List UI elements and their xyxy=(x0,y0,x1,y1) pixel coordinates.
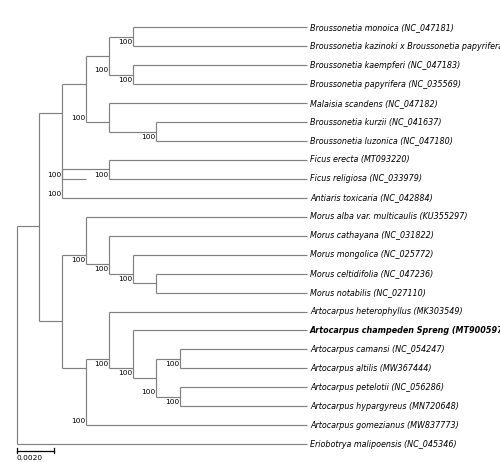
Text: 100: 100 xyxy=(165,361,179,367)
Text: Morus mongolica (NC_025772): Morus mongolica (NC_025772) xyxy=(310,250,434,259)
Text: 100: 100 xyxy=(47,171,62,177)
Text: 100: 100 xyxy=(94,266,108,272)
Text: Ficus religiosa (NC_033979): Ficus religiosa (NC_033979) xyxy=(310,174,422,183)
Text: 100: 100 xyxy=(70,115,85,121)
Text: Morus cathayana (NC_031822): Morus cathayana (NC_031822) xyxy=(310,231,434,240)
Text: Artocarpus petelotii (NC_056286): Artocarpus petelotii (NC_056286) xyxy=(310,383,444,392)
Text: Ficus erecta (MT093220): Ficus erecta (MT093220) xyxy=(310,155,410,164)
Text: 0.0020: 0.0020 xyxy=(17,456,43,462)
Text: 100: 100 xyxy=(142,134,156,140)
Text: 100: 100 xyxy=(70,257,85,263)
Text: Broussonetia kaempferi (NC_047183): Broussonetia kaempferi (NC_047183) xyxy=(310,61,460,70)
Text: Broussonetia kazinoki x Broussonetia papyrifera (NC_037021): Broussonetia kazinoki x Broussonetia pap… xyxy=(310,42,500,51)
Text: Antiaris toxicaria (NC_042884): Antiaris toxicaria (NC_042884) xyxy=(310,194,432,202)
Text: 100: 100 xyxy=(118,39,132,45)
Text: 100: 100 xyxy=(47,190,62,196)
Text: 100: 100 xyxy=(94,171,108,177)
Text: Morus alba var. multicaulis (KU355297): Morus alba var. multicaulis (KU355297) xyxy=(310,213,468,221)
Text: 100: 100 xyxy=(94,67,108,73)
Text: 100: 100 xyxy=(94,361,108,367)
Text: Artocarpus altilis (MW367444): Artocarpus altilis (MW367444) xyxy=(310,364,432,373)
Text: Broussonetia monoica (NC_047181): Broussonetia monoica (NC_047181) xyxy=(310,23,454,32)
Text: 100: 100 xyxy=(118,77,132,83)
Text: Morus celtidifolia (NC_047236): Morus celtidifolia (NC_047236) xyxy=(310,269,433,278)
Text: 100: 100 xyxy=(118,371,132,377)
Text: 100: 100 xyxy=(118,276,132,282)
Text: Artocarpus camansi (NC_054247): Artocarpus camansi (NC_054247) xyxy=(310,345,444,354)
Text: Artocarpus heterophyllus (MK303549): Artocarpus heterophyllus (MK303549) xyxy=(310,307,462,316)
Text: Broussonetia luzonica (NC_047180): Broussonetia luzonica (NC_047180) xyxy=(310,136,453,146)
Text: 100: 100 xyxy=(142,389,156,395)
Text: Artocarpus hypargyreus (MN720648): Artocarpus hypargyreus (MN720648) xyxy=(310,402,459,411)
Text: 100: 100 xyxy=(165,399,179,405)
Text: Malaisia scandens (NC_047182): Malaisia scandens (NC_047182) xyxy=(310,98,438,108)
Text: Eriobotrya malipoensis (NC_045346): Eriobotrya malipoensis (NC_045346) xyxy=(310,440,456,449)
Text: Broussonetia papyrifera (NC_035569): Broussonetia papyrifera (NC_035569) xyxy=(310,79,461,89)
Text: Artocarpus gomezianus (MW837773): Artocarpus gomezianus (MW837773) xyxy=(310,421,458,430)
Text: 100: 100 xyxy=(70,418,85,424)
Text: Morus notabilis (NC_027110): Morus notabilis (NC_027110) xyxy=(310,288,426,297)
Text: Artocarpus champeden Spreng (MT900597): Artocarpus champeden Spreng (MT900597) xyxy=(310,326,500,335)
Text: Broussonetia kurzii (NC_041637): Broussonetia kurzii (NC_041637) xyxy=(310,117,442,127)
